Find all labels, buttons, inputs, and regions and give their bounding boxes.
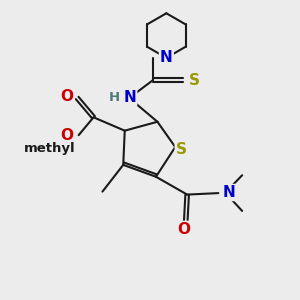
Text: S: S <box>189 73 200 88</box>
Text: N: N <box>123 90 136 105</box>
Text: O: O <box>178 222 191 237</box>
Text: methyl: methyl <box>0 299 1 300</box>
Text: H: H <box>109 91 120 104</box>
Text: methyl: methyl <box>0 299 1 300</box>
Text: N: N <box>223 185 236 200</box>
Text: S: S <box>176 142 187 157</box>
Text: methyl: methyl <box>56 147 61 148</box>
Text: N: N <box>160 50 173 65</box>
Text: O: O <box>60 128 73 142</box>
Text: methyl: methyl <box>24 142 75 155</box>
Text: methyl: methyl <box>0 299 1 300</box>
Text: O: O <box>61 89 74 104</box>
